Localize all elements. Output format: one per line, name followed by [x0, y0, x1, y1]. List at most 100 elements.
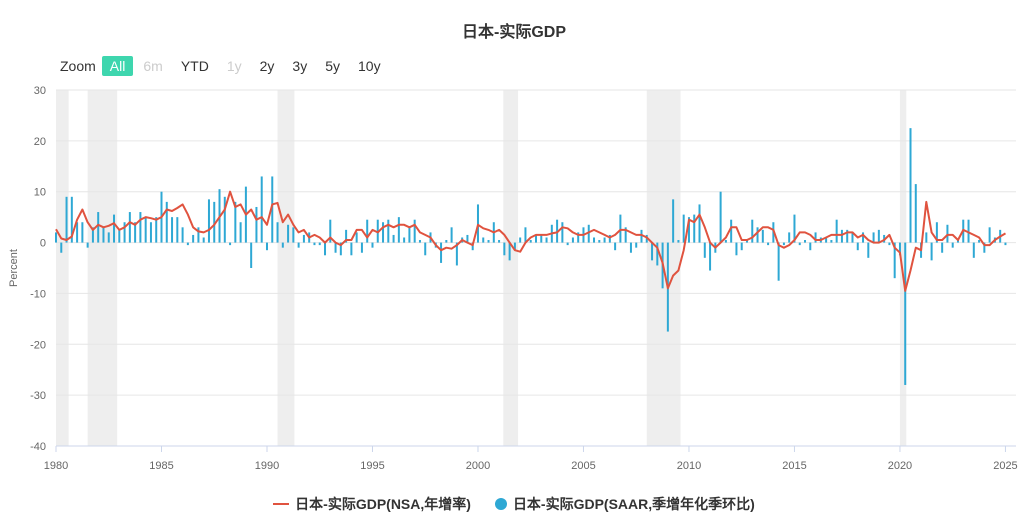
bar	[81, 222, 84, 243]
bar	[471, 242, 474, 251]
recession-band	[277, 90, 295, 446]
bar	[128, 212, 131, 243]
bar	[761, 229, 764, 243]
bar	[893, 242, 896, 279]
zoom-1y-button[interactable]: 1y	[226, 58, 242, 74]
bar	[202, 237, 205, 243]
bar	[941, 242, 944, 253]
bar	[134, 222, 137, 243]
legend-item-bar[interactable]: 日本-实际GDP(SAAR,季增年化季环比)	[494, 494, 755, 514]
recession-band	[56, 90, 69, 446]
bar	[498, 240, 501, 243]
bar	[925, 232, 928, 243]
bar	[466, 234, 469, 243]
bar	[276, 222, 279, 243]
zoom-2y-button[interactable]: 2y	[259, 58, 275, 74]
bar	[149, 222, 152, 243]
bar	[476, 204, 479, 243]
bar	[898, 242, 901, 256]
bar	[999, 229, 1002, 243]
zoom-all-button[interactable]: All	[101, 56, 134, 76]
bar	[1004, 242, 1007, 246]
line-series	[55, 190, 1007, 292]
bar	[297, 242, 300, 248]
bar	[777, 242, 780, 281]
x-tick-label: 2015	[782, 460, 806, 472]
legend-item-line[interactable]: 日本-实际GDP(NSA,年增率)	[273, 494, 471, 514]
x-tick-label: 1990	[255, 460, 279, 472]
bar	[561, 222, 564, 243]
bar	[318, 242, 321, 246]
bar	[904, 242, 907, 385]
bar	[450, 227, 453, 243]
bar	[70, 196, 73, 243]
bar	[614, 242, 617, 251]
bar	[445, 240, 448, 243]
bar	[461, 237, 464, 243]
bar	[672, 199, 675, 243]
bar	[809, 242, 812, 251]
zoom-3y-button[interactable]: 3y	[292, 58, 308, 74]
bar	[181, 227, 184, 243]
bar	[709, 242, 712, 271]
bar	[186, 242, 189, 246]
bar	[745, 240, 748, 243]
legend-bar-label: 日本-实际GDP(SAAR,季增年化季环比)	[512, 496, 755, 512]
bar	[571, 237, 574, 243]
bar	[387, 219, 390, 243]
bar	[339, 242, 342, 256]
bar	[935, 222, 938, 243]
bar	[360, 242, 363, 253]
bar	[598, 240, 601, 243]
bar	[920, 242, 923, 258]
bar	[624, 227, 627, 243]
bar	[192, 234, 195, 243]
bar	[772, 222, 775, 243]
bar	[313, 242, 316, 246]
bar	[144, 217, 147, 243]
bar	[455, 242, 458, 266]
zoom-10y-button[interactable]: 10y	[358, 58, 381, 74]
bar	[956, 240, 959, 243]
bar	[724, 240, 727, 243]
zoom-ytd-button[interactable]: YTD	[180, 58, 209, 74]
bar	[856, 242, 859, 251]
bar	[97, 212, 100, 243]
bar	[413, 219, 416, 243]
bar	[482, 237, 485, 243]
bar	[155, 217, 158, 243]
bar	[271, 176, 274, 243]
bar-legend-symbol	[494, 498, 507, 510]
bar	[645, 234, 648, 243]
x-tick-label: 2005	[571, 460, 595, 472]
zoom-label: Zoom	[60, 58, 96, 74]
bar	[260, 176, 263, 243]
bar	[113, 214, 116, 243]
y-tick-label: -10	[30, 288, 46, 300]
zoom-5y-button[interactable]: 5y	[325, 58, 340, 74]
x-tick-label: 2010	[677, 460, 701, 472]
bar	[629, 242, 632, 253]
bar	[656, 242, 659, 266]
bar	[287, 224, 290, 243]
y-tick-label: 10	[34, 187, 46, 199]
bar	[524, 227, 527, 243]
bar	[102, 227, 105, 243]
chart-title: 日本-实际GDP	[461, 24, 566, 41]
bar	[793, 214, 796, 243]
bar	[424, 242, 427, 256]
bar	[730, 219, 733, 243]
bar	[862, 232, 865, 243]
bar	[60, 242, 63, 253]
bar	[951, 242, 954, 248]
bar	[392, 234, 395, 243]
zoom-6m-button[interactable]: 6m	[143, 58, 163, 74]
bar	[714, 242, 717, 253]
bar	[513, 242, 516, 251]
bar	[566, 242, 569, 246]
y-axis-title: Percent	[8, 249, 20, 287]
y-tick-label: 20	[34, 136, 46, 148]
bar	[160, 191, 163, 243]
bar	[118, 229, 121, 243]
x-tick-label: 1995	[360, 460, 384, 472]
